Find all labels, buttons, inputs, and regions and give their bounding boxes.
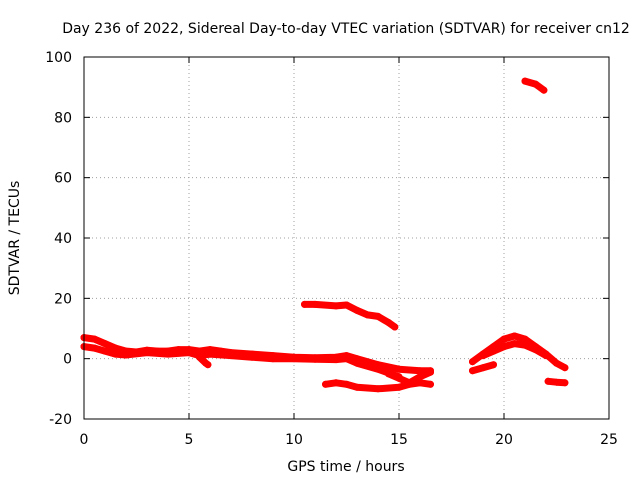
data-point <box>322 380 329 388</box>
data-point <box>112 350 119 358</box>
data-point <box>385 370 392 378</box>
data-point <box>332 302 340 310</box>
y-tick-label: 100 <box>45 50 72 66</box>
data-point <box>332 379 340 387</box>
data-point <box>204 361 212 369</box>
data-point <box>511 340 518 348</box>
data-point <box>511 332 518 340</box>
data-point <box>101 347 109 355</box>
y-axis-label: SDTVAR / TECUs <box>7 181 23 296</box>
data-point <box>395 365 403 373</box>
data-point <box>364 311 371 319</box>
y-tick-label: 20 <box>54 291 72 307</box>
data-point <box>353 306 361 314</box>
data-point <box>532 346 539 354</box>
data-point <box>490 347 497 355</box>
data-point <box>164 350 172 358</box>
data-point <box>311 300 319 308</box>
x-axis-label: GPS time / hours <box>287 459 404 475</box>
data-point <box>553 359 560 367</box>
y-tick-label: 40 <box>54 231 72 247</box>
data-point <box>122 351 130 359</box>
x-tick-label: 15 <box>390 432 408 448</box>
data-point <box>374 312 382 320</box>
axis-ticks: 0 5 10 15 20 25 -20 0 20 40 60 80 100 <box>45 50 618 448</box>
data-point <box>112 344 119 352</box>
data-point <box>343 355 350 363</box>
data-point <box>521 335 529 343</box>
chart-title: Day 236 of 2022, Sidereal Day-to-day VTE… <box>62 21 630 37</box>
y-tick-label: -20 <box>49 412 72 428</box>
data-point <box>561 379 569 387</box>
data-point <box>343 301 350 309</box>
x-tick-label: 5 <box>185 432 194 448</box>
data-point <box>248 353 256 361</box>
data-point <box>332 356 340 364</box>
x-tick-label: 0 <box>80 432 89 448</box>
data-point <box>395 374 403 382</box>
data-point <box>391 323 399 331</box>
data-point <box>185 349 193 357</box>
data-point <box>353 383 361 391</box>
data-point <box>427 368 434 376</box>
data-point <box>301 300 308 308</box>
data-point <box>227 352 235 360</box>
data-point <box>521 77 529 85</box>
data-point <box>532 80 539 88</box>
data-point <box>374 365 382 373</box>
data-point <box>91 344 98 352</box>
data-point <box>206 350 214 358</box>
data-point <box>269 355 277 363</box>
data-point <box>469 367 476 375</box>
data-point <box>500 335 508 343</box>
data-point <box>479 352 487 360</box>
data-point <box>91 335 98 343</box>
data-point <box>343 380 350 388</box>
data-point <box>101 340 109 348</box>
data-point <box>540 86 548 94</box>
data-point <box>311 355 319 363</box>
grid <box>84 57 609 419</box>
data-series <box>80 77 569 393</box>
x-tick-label: 20 <box>495 432 513 448</box>
data-point <box>416 373 424 381</box>
data-point <box>500 343 508 351</box>
data-point <box>385 319 392 326</box>
data-point <box>553 378 560 386</box>
data-point <box>406 379 413 387</box>
data-point <box>143 349 151 357</box>
data-point <box>561 364 569 372</box>
data-point <box>395 383 403 391</box>
data-point <box>479 364 487 372</box>
data-point <box>290 355 298 363</box>
data-point <box>353 359 361 367</box>
x-tick-label: 25 <box>600 432 618 448</box>
data-point <box>542 352 550 360</box>
data-point <box>544 377 552 385</box>
x-tick-label: 10 <box>285 432 303 448</box>
data-point <box>521 341 529 349</box>
data-point <box>427 380 434 388</box>
data-point <box>196 353 203 361</box>
data-point <box>490 361 497 369</box>
y-tick-label: 60 <box>54 171 72 187</box>
y-tick-label: 80 <box>54 110 72 126</box>
data-point <box>469 358 476 366</box>
data-point <box>374 385 382 393</box>
y-tick-label: 0 <box>63 352 72 368</box>
